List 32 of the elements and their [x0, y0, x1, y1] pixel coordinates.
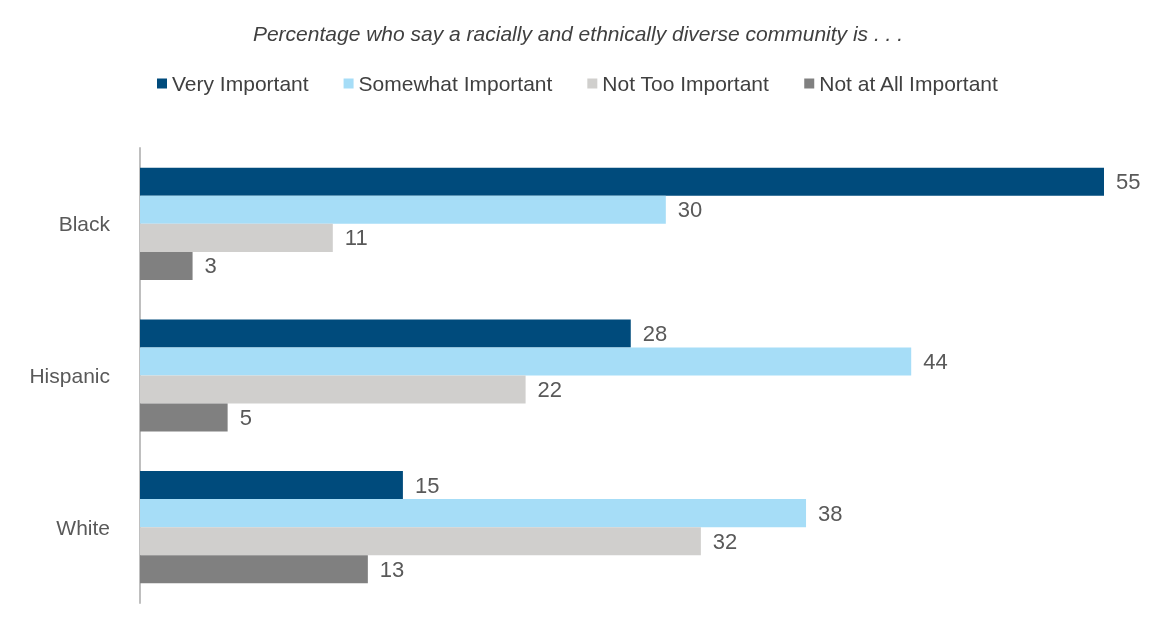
data-label: 30 — [677, 197, 703, 223]
y-tick-label: White — [56, 515, 110, 539]
bar — [140, 167, 1104, 196]
bar — [140, 223, 333, 252]
legend-label: Somewhat Important — [358, 72, 553, 95]
data-label: 32 — [712, 528, 738, 554]
bar — [140, 251, 193, 280]
bar — [140, 375, 526, 404]
bar — [140, 471, 403, 500]
data-label: 3 — [204, 253, 217, 279]
chart-title: Percentage who say a racially and ethnically diverse community is . . . — [252, 22, 904, 45]
y-tick-label: Black — [58, 212, 111, 236]
bar — [140, 195, 666, 224]
data-label: 15 — [414, 472, 440, 498]
bar — [140, 527, 701, 556]
data-label: 11 — [344, 225, 368, 251]
legend-label: Not at All Important — [819, 72, 998, 95]
data-label: 28 — [642, 320, 668, 346]
data-label: 38 — [818, 500, 843, 526]
data-label: 44 — [923, 348, 948, 374]
bar — [140, 403, 228, 432]
bar — [140, 347, 912, 376]
data-label: 22 — [537, 377, 563, 403]
data-label: 55 — [1116, 169, 1141, 195]
y-tick-label: Hispanic — [29, 364, 110, 387]
legend-label: Very Important — [172, 72, 309, 95]
bar — [140, 555, 368, 584]
data-label: 13 — [379, 556, 405, 582]
legend-label: Not Too Important — [602, 72, 770, 95]
bar — [140, 499, 807, 528]
data-label: 5 — [239, 405, 252, 431]
bar — [140, 319, 631, 348]
